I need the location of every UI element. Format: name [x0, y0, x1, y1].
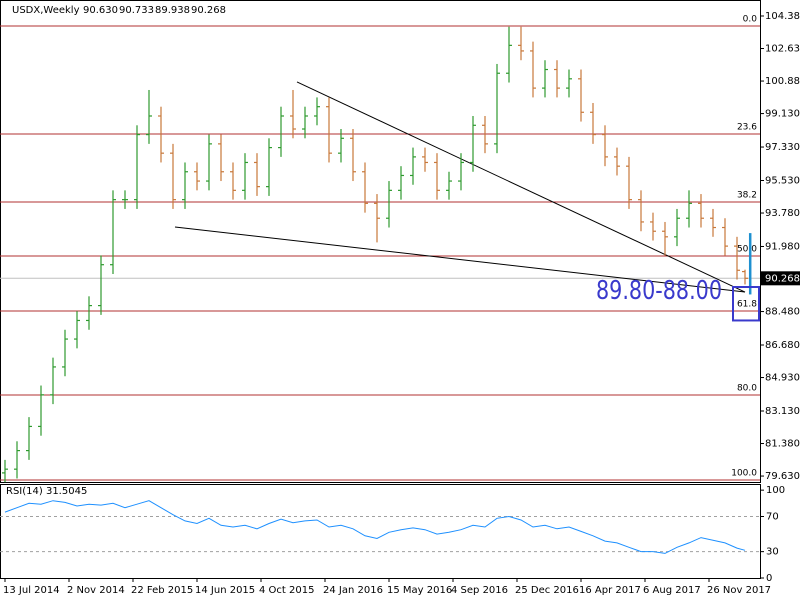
x-tick-label: 13 Jul 2014	[3, 585, 60, 596]
x-tick-label: 14 Jun 2015	[195, 585, 255, 596]
x-tick-label: 2 Nov 2014	[67, 585, 125, 596]
trendline	[174, 226, 746, 293]
trendline	[296, 81, 746, 293]
x-tick-label: 4 Oct 2015	[259, 585, 314, 596]
last-price-label: 90.268	[765, 273, 800, 284]
annotation-text: 89.80-88.00	[596, 276, 722, 306]
annotation-zone	[732, 286, 760, 322]
last-price-tag	[761, 271, 800, 286]
y-tick-label: 88.480	[765, 307, 800, 318]
fib-label: 61.8	[737, 299, 757, 309]
y-tick-label: 100.880	[765, 76, 800, 87]
fib-label: 0.0	[743, 15, 758, 25]
plot-layer: 104.380 102.630 100.880 99.130 97.330 95.530 9…	[0, 11, 800, 596]
y-tick-label: 79.630	[765, 471, 800, 482]
y-tick-label: 83.130	[765, 406, 800, 417]
x-tick-label: 24 Jan 2016	[323, 585, 383, 596]
rsi-line	[4, 500, 746, 554]
y-tick-label: 93.780	[765, 208, 800, 219]
main-frame	[0, 0, 761, 483]
header-high: 90.733	[119, 5, 154, 16]
y-tick-label: 86.680	[765, 340, 800, 351]
rsi-tick-label: 30	[766, 547, 779, 558]
fib-label: 50.0	[737, 244, 757, 254]
y-tick-label: 84.930	[765, 373, 800, 384]
x-tick-label: 26 Nov 2017	[707, 585, 771, 596]
y-tick-label: 99.130	[765, 109, 800, 120]
fib-label: 38.2	[737, 191, 757, 201]
y-tick-label: 97.330	[765, 142, 800, 153]
fib-label: 80.0	[737, 384, 757, 394]
header-low: 89.938	[155, 5, 190, 16]
x-tick-label: 16 Apr 2017	[579, 585, 641, 596]
x-tick-label: 6 Aug 2017	[643, 585, 701, 596]
rsi-frame	[0, 484, 761, 579]
y-tick-label: 102.630	[765, 44, 800, 55]
x-tick-label: 22 Feb 2015	[131, 585, 193, 596]
x-tick-label: 4 Sep 2016	[451, 585, 508, 596]
header-close: 90.268	[191, 5, 226, 16]
y-tick-label: 104.380	[765, 11, 800, 22]
y-tick-label: 81.380	[765, 439, 800, 450]
y-tick-label: 95.530	[765, 175, 800, 186]
y-tick-label: 91.980	[765, 241, 800, 252]
rsi-tick-label: 70	[766, 512, 779, 523]
fib-label: 100.0	[731, 468, 757, 478]
rsi-title: RSI(14) 31.5045	[6, 486, 87, 497]
chart-title: USDX,Weekly	[12, 5, 80, 16]
fib-label: 23.6	[737, 123, 757, 133]
rsi-tick-label: 0	[766, 573, 772, 584]
x-tick-label: 25 Dec 2016	[515, 585, 579, 596]
x-tick-label: 15 May 2016	[387, 585, 452, 596]
rsi-tick-label: 100	[766, 485, 785, 496]
header-open: 90.630	[83, 5, 118, 16]
